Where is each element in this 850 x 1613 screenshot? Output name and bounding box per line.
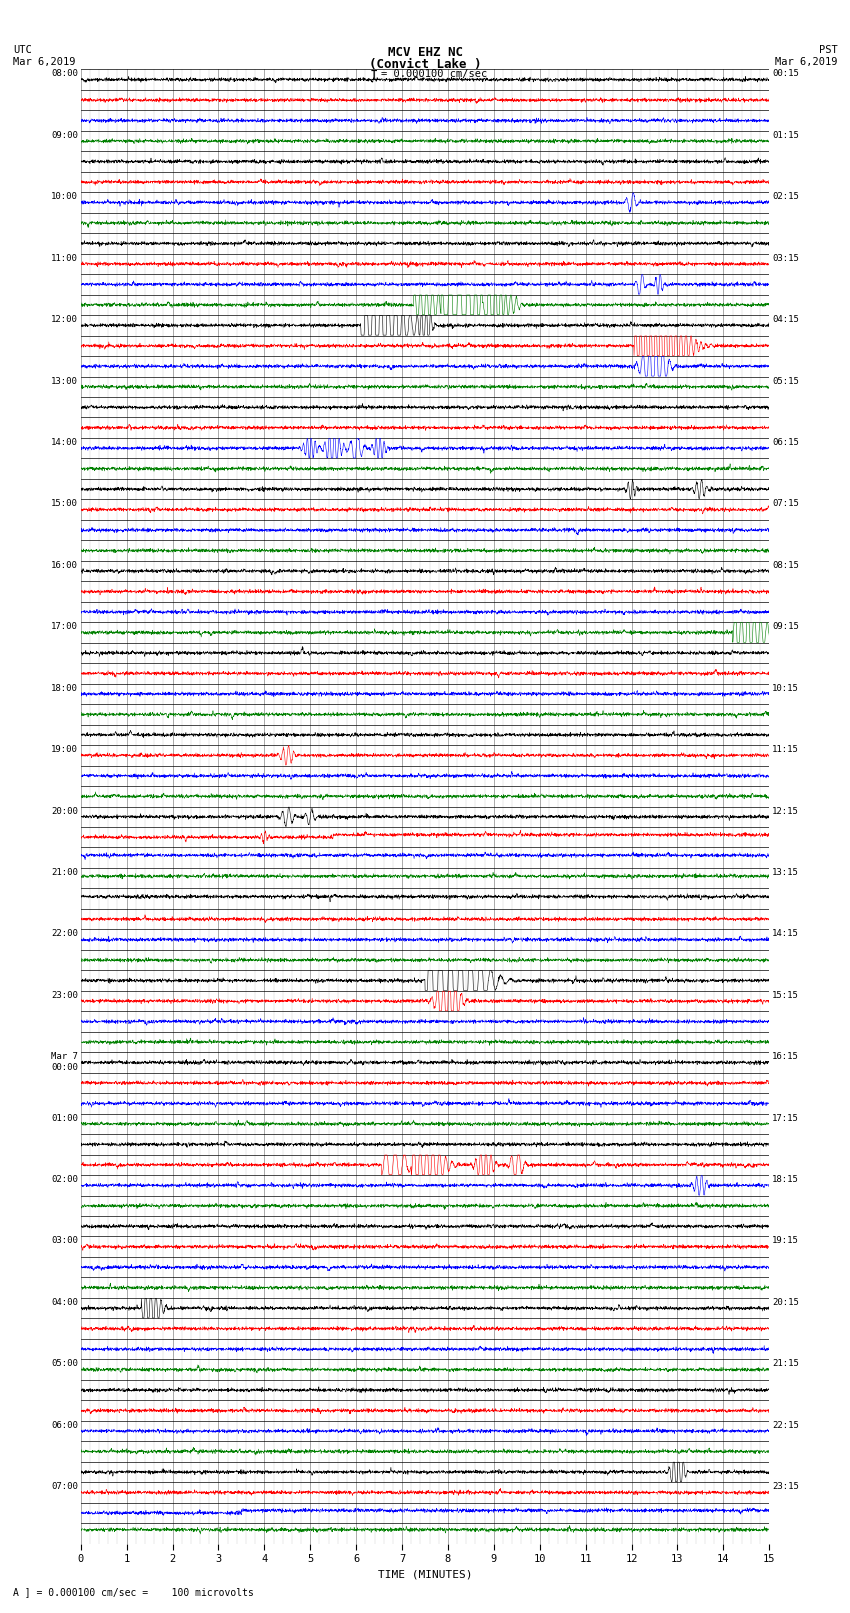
Text: UTC: UTC — [13, 45, 31, 55]
Text: (Convict Lake ): (Convict Lake ) — [369, 58, 481, 71]
Text: Mar 6,2019: Mar 6,2019 — [774, 58, 837, 68]
Text: MCV EHZ NC: MCV EHZ NC — [388, 45, 462, 60]
Text: I: I — [370, 69, 378, 84]
Text: Mar 6,2019: Mar 6,2019 — [13, 58, 76, 68]
Text: = 0.000100 cm/sec: = 0.000100 cm/sec — [381, 69, 487, 79]
X-axis label: TIME (MINUTES): TIME (MINUTES) — [377, 1569, 473, 1579]
Text: A ] = 0.000100 cm/sec =    100 microvolts: A ] = 0.000100 cm/sec = 100 microvolts — [13, 1587, 253, 1597]
Text: PST: PST — [819, 45, 837, 55]
